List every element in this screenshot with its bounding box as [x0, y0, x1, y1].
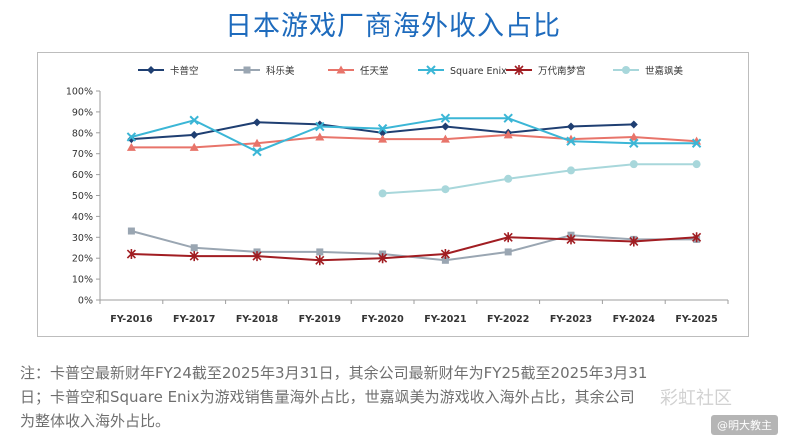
series-point-0 — [567, 122, 575, 131]
series-point-5 — [629, 160, 638, 169]
series-point-4 — [378, 253, 388, 264]
x-tick-label: FY-2025 — [675, 314, 717, 325]
legend-label-3: Square Enix — [450, 66, 507, 77]
series-point-4 — [503, 232, 513, 243]
series-point-2 — [315, 132, 325, 141]
series-point-5 — [567, 166, 575, 175]
series-point-5 — [441, 185, 450, 194]
y-tick-label: 10% — [72, 275, 93, 286]
series-point-2 — [503, 130, 513, 139]
series-line-1 — [131, 230, 697, 262]
y-tick-label: 60% — [72, 170, 93, 181]
series-point-3 — [629, 138, 639, 148]
series-point-2 — [252, 138, 262, 147]
footnote-line-1: 注：卡普空最新财年FY24截至2025年3月31日，其余公司最新财年为FY25截… — [20, 364, 648, 382]
x-tick-label: FY-2016 — [110, 314, 153, 325]
series-point-4 — [440, 249, 450, 260]
x-tick-label: FY-2021 — [424, 314, 466, 325]
series-point-0 — [190, 130, 199, 139]
y-tick-label: 40% — [72, 212, 93, 223]
community-watermark: 彩虹社区 — [660, 388, 732, 409]
chart-frame: 0% 10% 20% 30% 40% 50% 60% 70% 80% 90% 100% FY-2016… — [37, 52, 749, 337]
chart-title: 日本游戏厂商海外收入占比 — [225, 11, 561, 42]
x-tick-label: FY-2019 — [299, 314, 341, 325]
y-tick-label: 80% — [72, 128, 93, 139]
x-tick-label: FY-2022 — [487, 314, 529, 325]
series-point-3 — [315, 121, 325, 132]
y-tick-label: 0% — [78, 296, 93, 307]
y-tick-label: 100% — [66, 87, 93, 98]
series-point-4 — [126, 249, 136, 260]
legend-marker-3 — [426, 65, 436, 75]
series-point-2 — [189, 142, 199, 151]
legend-marker-1 — [243, 66, 251, 74]
y-tick-label: 30% — [72, 233, 93, 244]
series-point-4 — [252, 251, 262, 262]
series-point-3 — [503, 113, 513, 123]
series-point-5 — [692, 160, 701, 169]
series-point-3 — [126, 132, 137, 142]
series-point-1 — [504, 248, 512, 256]
series-point-4 — [629, 236, 639, 247]
series-point-1 — [127, 227, 135, 235]
series-point-4 — [566, 234, 576, 245]
series-point-0 — [629, 120, 638, 129]
series-point-2 — [126, 142, 136, 151]
y-tick-label: 20% — [72, 254, 93, 265]
legend-marker-4 — [514, 65, 524, 75]
series-point-3 — [440, 113, 451, 123]
series-point-2 — [629, 132, 639, 141]
footnote-line-3: 为整体收入海外占比。 — [20, 412, 171, 430]
series-line-3 — [131, 117, 697, 153]
series-point-5 — [504, 174, 513, 183]
series-point-4 — [189, 251, 199, 262]
series-point-3 — [691, 138, 702, 148]
x-tick-label: FY-2018 — [236, 314, 279, 325]
series-point-3 — [252, 146, 262, 157]
y-tick-label: 50% — [72, 191, 93, 202]
x-tick-label: FY-2024 — [613, 314, 656, 325]
series-point-1 — [316, 248, 324, 256]
series-point-3 — [189, 115, 199, 125]
series-point-0 — [253, 118, 261, 127]
series-point-4 — [315, 255, 325, 266]
series-line-5 — [382, 163, 697, 195]
footnote: 注：卡普空最新财年FY24截至2025年3月31日，其余公司最新财年为FY25截… — [20, 361, 775, 433]
legend-label-1: 科乐美 — [266, 65, 295, 77]
series-point-0 — [441, 122, 450, 131]
series-line-2 — [131, 133, 697, 149]
legend-marker-0 — [147, 66, 155, 74]
legend-marker-2 — [336, 65, 346, 74]
series-point-1 — [441, 256, 449, 264]
series-point-2 — [378, 134, 388, 143]
legend-label-5: 世嘉飒美 — [645, 65, 684, 77]
series-point-4 — [692, 232, 702, 243]
series-point-2 — [440, 134, 450, 143]
series-point-1 — [190, 244, 198, 252]
y-tick-label: 70% — [72, 149, 93, 160]
series-point-5 — [378, 189, 387, 198]
legend-label-0: 卡普空 — [170, 65, 199, 77]
footnote-line-2: 日；卡普空和Square Enix为游戏销售量海外占比，世嘉飒美为游戏收入海外占… — [20, 388, 635, 406]
x-tick-label: FY-2020 — [361, 314, 404, 325]
y-tick-label: 90% — [72, 107, 93, 118]
x-tick-label: FY-2023 — [550, 314, 592, 325]
legend-marker-5 — [622, 66, 630, 74]
legend-label-2: 任天堂 — [360, 65, 389, 77]
series-point-3 — [566, 136, 576, 146]
line-chart: 0% 10% 20% 30% 40% 50% 60% 70% 80% 90% 100% FY-2016… — [66, 65, 729, 325]
series-line-4 — [131, 236, 697, 262]
x-tick-label: FY-2017 — [173, 314, 215, 325]
series-point-3 — [377, 123, 388, 134]
legend-label-4: 万代南梦宫 — [538, 65, 586, 77]
author-watermark: @明大教主 — [711, 415, 778, 435]
